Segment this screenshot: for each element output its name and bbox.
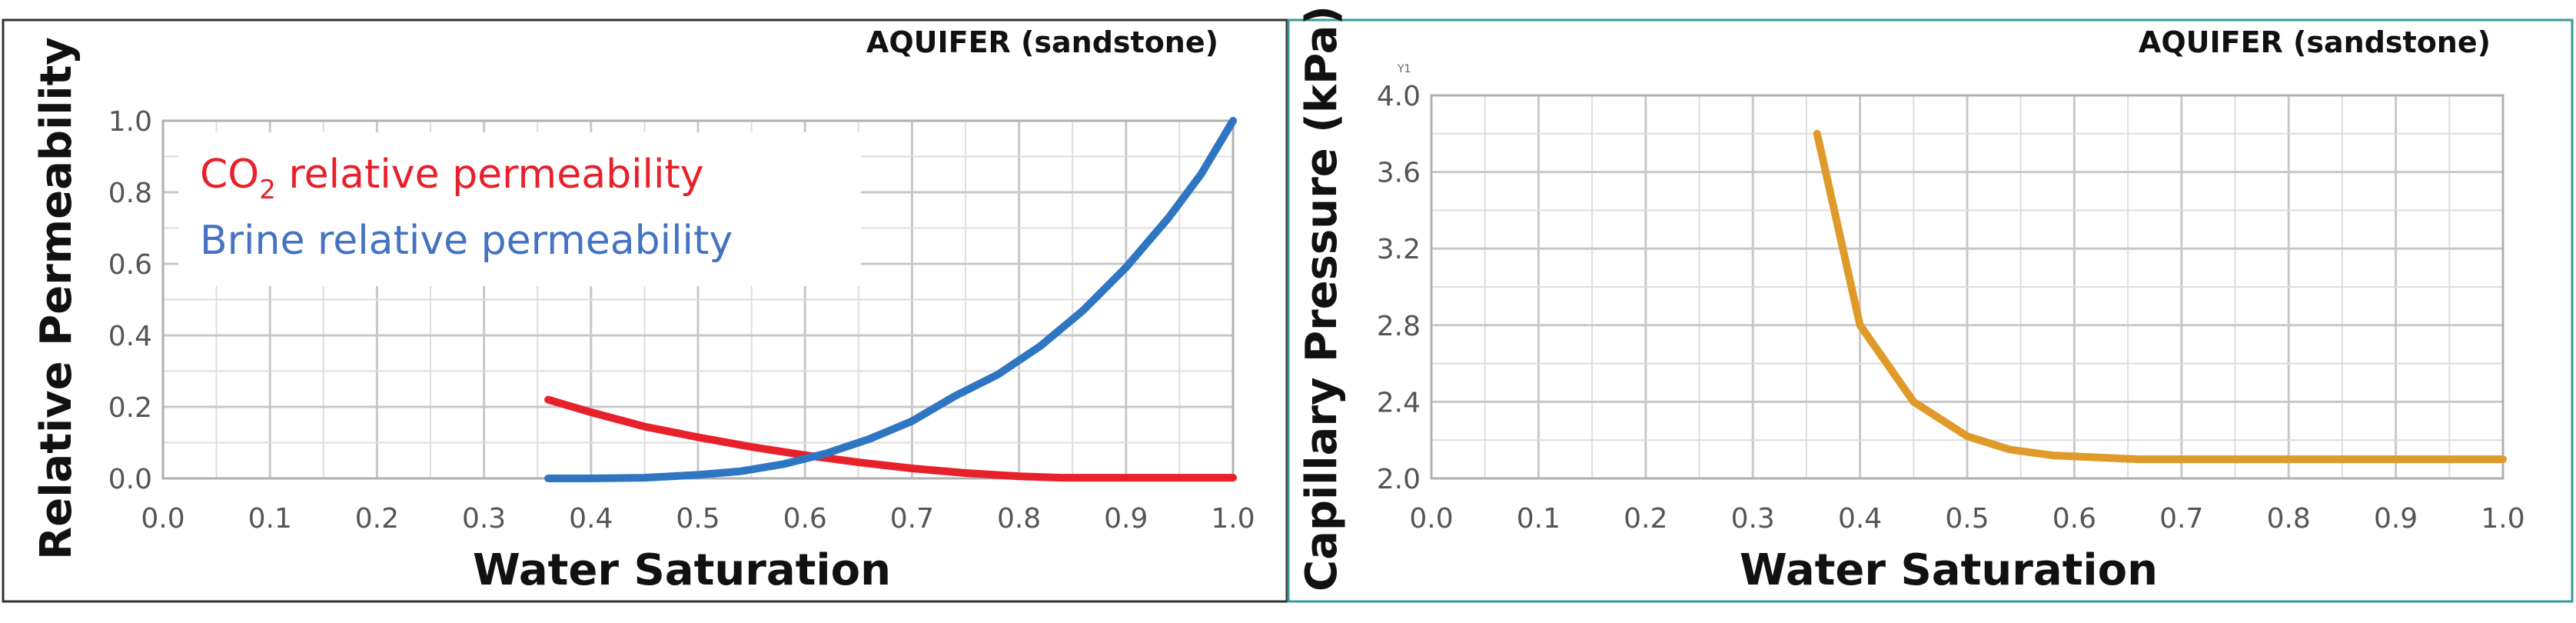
- y-tick-label: 2.0: [1377, 464, 1421, 495]
- right-x-axis-label: Water Saturation: [1740, 545, 2158, 595]
- y-tick-label: 0.4: [108, 321, 152, 352]
- x-tick-label: 0.9: [2374, 503, 2418, 535]
- legend-subscript: 2: [259, 175, 276, 205]
- relative-permeability-chart: 0.0 0.1 0.2 0.3 0.4 0.5 0.6 0.7 0.8 0.9 1.0 0.0 0.2 0…: [3, 20, 1287, 601]
- x-tick-label: 0.1: [248, 503, 292, 535]
- legend-entry-co2: CO2 relative permeability: [200, 152, 704, 205]
- y-tick-label: 1.0: [108, 106, 152, 138]
- x-tick-label: 0.2: [355, 503, 399, 535]
- x-tick-label: 0.4: [569, 503, 613, 535]
- left-y-axis-label: Relative Permeability: [32, 37, 81, 560]
- x-tick-label: 1.0: [1211, 503, 1255, 535]
- x-tick-label: 0.7: [890, 503, 934, 535]
- y-tick-label: 2.4: [1377, 387, 1421, 418]
- left-x-axis-label: Water Saturation: [473, 545, 891, 595]
- x-tick-label: 0.6: [783, 503, 827, 535]
- x-tick-label: 0.8: [2267, 503, 2311, 535]
- x-tick-label: 0.8: [997, 503, 1041, 535]
- x-tick-label: 0.0: [141, 503, 184, 535]
- y-tick-label: 3.2: [1377, 234, 1421, 265]
- y-tick-label: 0.8: [108, 178, 152, 209]
- x-tick-label: 0.5: [676, 503, 720, 535]
- x-tick-label: 0.7: [2159, 503, 2203, 535]
- right-chart-title: AQUIFER (sandstone): [2139, 25, 2491, 59]
- x-tick-label: 0.3: [462, 503, 506, 535]
- x-tick-label: 0.0: [1409, 503, 1453, 535]
- right-y-axis-label: Capillary Pressure (kPa): [1297, 5, 1347, 591]
- legend-text: Brine relative permeability: [200, 218, 733, 264]
- right-grid: [1431, 95, 2503, 478]
- x-tick-label: 0.2: [1624, 503, 1667, 535]
- x-tick-label: 0.5: [1945, 503, 1989, 535]
- y-tick-label: 0.6: [108, 249, 152, 281]
- legend-text: CO: [200, 152, 259, 198]
- y-tick-label: 4.0: [1377, 81, 1421, 112]
- legend-text-suffix: relative permeability: [276, 152, 704, 198]
- x-tick-label: 0.9: [1104, 503, 1148, 535]
- capillary-pressure-chart: 0.0 0.1 0.2 0.3 0.4 0.5 0.6 0.7 0.8 0.9 1.0 2.0 2.4 2…: [1288, 5, 2572, 601]
- legend-entry-brine: Brine relative permeability: [200, 218, 733, 264]
- y-tick-label: 3.6: [1377, 158, 1421, 189]
- right-axis-tag: Y1: [1397, 63, 1411, 75]
- left-chart-title: AQUIFER (sandstone): [866, 25, 1218, 59]
- x-tick-label: 1.0: [2481, 503, 2524, 535]
- x-tick-label: 0.6: [2052, 503, 2096, 535]
- x-tick-label: 0.4: [1838, 503, 1882, 535]
- x-tick-label: 0.3: [1731, 503, 1775, 535]
- x-tick-label: 0.1: [1517, 503, 1561, 535]
- y-tick-label: 2.8: [1377, 311, 1421, 342]
- y-tick-label: 0.0: [108, 464, 152, 495]
- y-tick-label: 0.2: [108, 392, 152, 424]
